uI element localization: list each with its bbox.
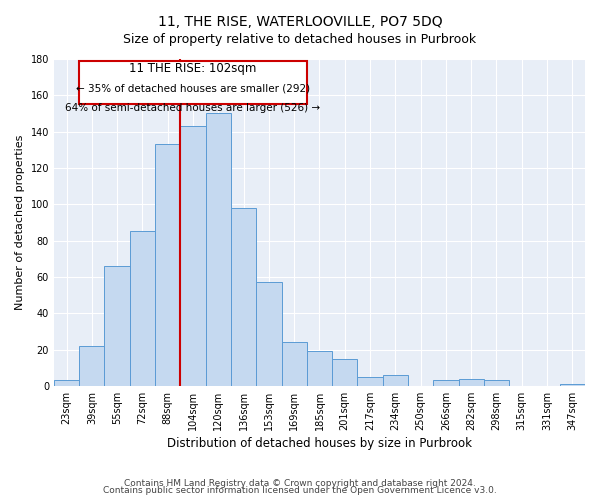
Text: Contains HM Land Registry data © Crown copyright and database right 2024.: Contains HM Land Registry data © Crown c…	[124, 478, 476, 488]
Bar	[307, 352, 332, 386]
Bar	[231, 208, 256, 386]
Bar	[104, 266, 130, 386]
Bar	[79, 346, 104, 386]
Text: Size of property relative to detached houses in Purbrook: Size of property relative to detached ho…	[124, 32, 476, 46]
Text: 64% of semi-detached houses are larger (526) →: 64% of semi-detached houses are larger (…	[65, 104, 320, 114]
X-axis label: Distribution of detached houses by size in Purbrook: Distribution of detached houses by size …	[167, 437, 472, 450]
Bar	[155, 144, 181, 386]
Bar	[458, 378, 484, 386]
Y-axis label: Number of detached properties: Number of detached properties	[15, 134, 25, 310]
Bar	[484, 380, 509, 386]
Bar	[256, 282, 281, 386]
Bar	[130, 232, 155, 386]
Text: Contains public sector information licensed under the Open Government Licence v3: Contains public sector information licen…	[103, 486, 497, 495]
Bar	[358, 376, 383, 386]
Bar	[383, 375, 408, 386]
Bar	[206, 114, 231, 386]
Bar	[560, 384, 585, 386]
Text: 11 THE RISE: 102sqm: 11 THE RISE: 102sqm	[130, 62, 257, 76]
Bar	[281, 342, 307, 386]
Text: 11, THE RISE, WATERLOOVILLE, PO7 5DQ: 11, THE RISE, WATERLOOVILLE, PO7 5DQ	[158, 15, 442, 29]
Bar	[181, 126, 206, 386]
FancyBboxPatch shape	[79, 61, 307, 104]
Bar	[332, 358, 358, 386]
Text: ← 35% of detached houses are smaller (292): ← 35% of detached houses are smaller (29…	[76, 84, 310, 94]
Bar	[54, 380, 79, 386]
Bar	[433, 380, 458, 386]
